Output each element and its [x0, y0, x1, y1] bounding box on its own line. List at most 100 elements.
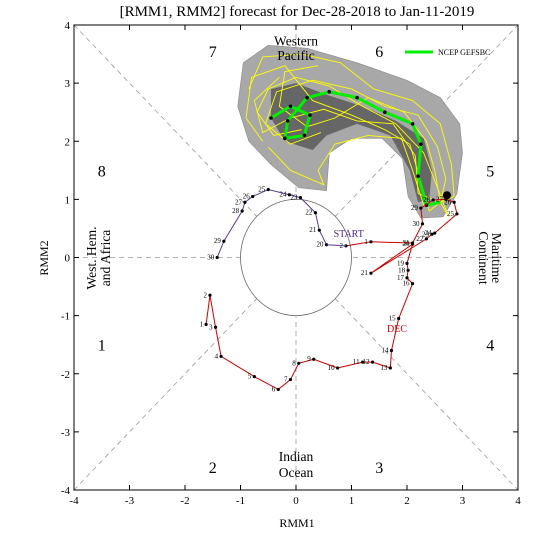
y-tick-label: 1 [65, 194, 71, 206]
day-label: 6 [272, 385, 276, 393]
day-label: 26 [444, 198, 452, 206]
region-indian-ocean: Ocean [279, 465, 314, 480]
region-west-hem: West. Hem. [84, 226, 99, 289]
day-label: 24 [279, 191, 287, 199]
day-label: 26 [243, 192, 251, 200]
y-tick-label: -1 [61, 311, 70, 323]
x-tick-label: 3 [460, 495, 466, 507]
day-label: 25 [258, 185, 266, 193]
x-tick-label: 0 [293, 495, 299, 507]
day-label: 25 [447, 210, 455, 218]
y-tick-label: -3 [61, 427, 71, 439]
phase-label: 8 [98, 163, 106, 180]
track-point [251, 194, 255, 199]
track-point [410, 241, 415, 245]
track-point [298, 196, 303, 200]
ensemble-mean-point [302, 133, 307, 138]
region-west-pacific: Western [274, 33, 318, 48]
track-point [361, 360, 365, 364]
y-tick-label: 4 [65, 20, 71, 32]
ensemble-member-line [278, 65, 441, 203]
chart-title: [RMM1, RMM2] forecast for Dec-28-2018 to… [120, 4, 475, 20]
y-tick-label: -2 [61, 369, 70, 381]
day-label: 29 [214, 237, 222, 245]
phase-label: 6 [375, 44, 383, 61]
track-point [240, 209, 244, 213]
track-point [369, 240, 373, 244]
day-label: 10 [328, 364, 336, 372]
day-label: 8 [292, 359, 296, 367]
day-label: 14 [381, 347, 389, 355]
ensemble-member-line [248, 53, 455, 203]
track-point [370, 360, 375, 364]
track-point [208, 293, 212, 297]
day-label: 21 [361, 269, 369, 277]
track-point [288, 377, 293, 382]
y-axis-label: RMM2 [37, 240, 51, 275]
day-label: 31 [403, 239, 411, 247]
day-label: 3 [209, 323, 213, 331]
track-point [452, 200, 456, 204]
day-label: 5 [248, 373, 252, 381]
start-label: START [334, 229, 364, 240]
day-label: 20 [317, 241, 325, 249]
track-point [431, 198, 435, 202]
track-point [222, 239, 226, 243]
track-point [419, 206, 423, 210]
track-point [389, 348, 394, 353]
ensemble-mean-point [416, 174, 420, 178]
day-label: 2 [203, 291, 207, 299]
track-point [406, 268, 410, 272]
ensemble-member-line [264, 79, 447, 203]
day-label: 28 [423, 196, 431, 204]
track-point [219, 354, 223, 358]
y-tick-label: 2 [65, 136, 71, 148]
track-point [397, 316, 401, 321]
track-point [388, 366, 392, 370]
track-point [312, 357, 316, 361]
phase-label: 4 [486, 338, 494, 355]
ensemble-mean-point [327, 90, 332, 94]
day-label: 4 [215, 352, 219, 360]
track-point [243, 200, 247, 204]
dec-label: DEC [387, 324, 407, 335]
ensemble-member-line [253, 76, 441, 203]
day-label: 29 [411, 204, 419, 212]
day-label: 30 [207, 254, 215, 262]
day-label: 19 [397, 259, 405, 267]
ensemble-mean-point [383, 110, 387, 114]
day-label: 21 [309, 226, 317, 234]
day-label: 23 [422, 230, 430, 238]
day-label: 1 [364, 238, 368, 246]
track-point [297, 361, 301, 365]
day-label: 15 [389, 315, 397, 323]
track-point [410, 282, 415, 286]
ensemble-mean-point [308, 113, 312, 117]
ensemble-mean-point [419, 142, 423, 146]
track-point [317, 228, 321, 232]
x-tick-label: 1 [349, 495, 355, 507]
track-point [369, 271, 373, 275]
track-point [287, 193, 291, 197]
day-label: 28 [232, 207, 240, 215]
track-connector [326, 244, 346, 247]
x-tick-label: -3 [125, 495, 135, 507]
ensemble-mean-point [269, 116, 273, 120]
track-point [433, 231, 437, 235]
day-label: 18 [398, 266, 406, 274]
x-tick-label: 2 [404, 495, 410, 507]
track-point [430, 232, 434, 236]
track-point [252, 375, 256, 379]
unit-circle [240, 198, 352, 317]
x-axis-label: RMM1 [279, 516, 314, 530]
day-label: 30 [413, 220, 421, 228]
track-point [276, 387, 280, 392]
x-tick-label: -4 [69, 495, 79, 507]
day-label: 23 [290, 194, 298, 202]
track-point [204, 322, 208, 326]
day-label: 24 [425, 229, 433, 237]
day-label: 7 [284, 376, 288, 384]
ensemble-mean-point [305, 95, 309, 100]
